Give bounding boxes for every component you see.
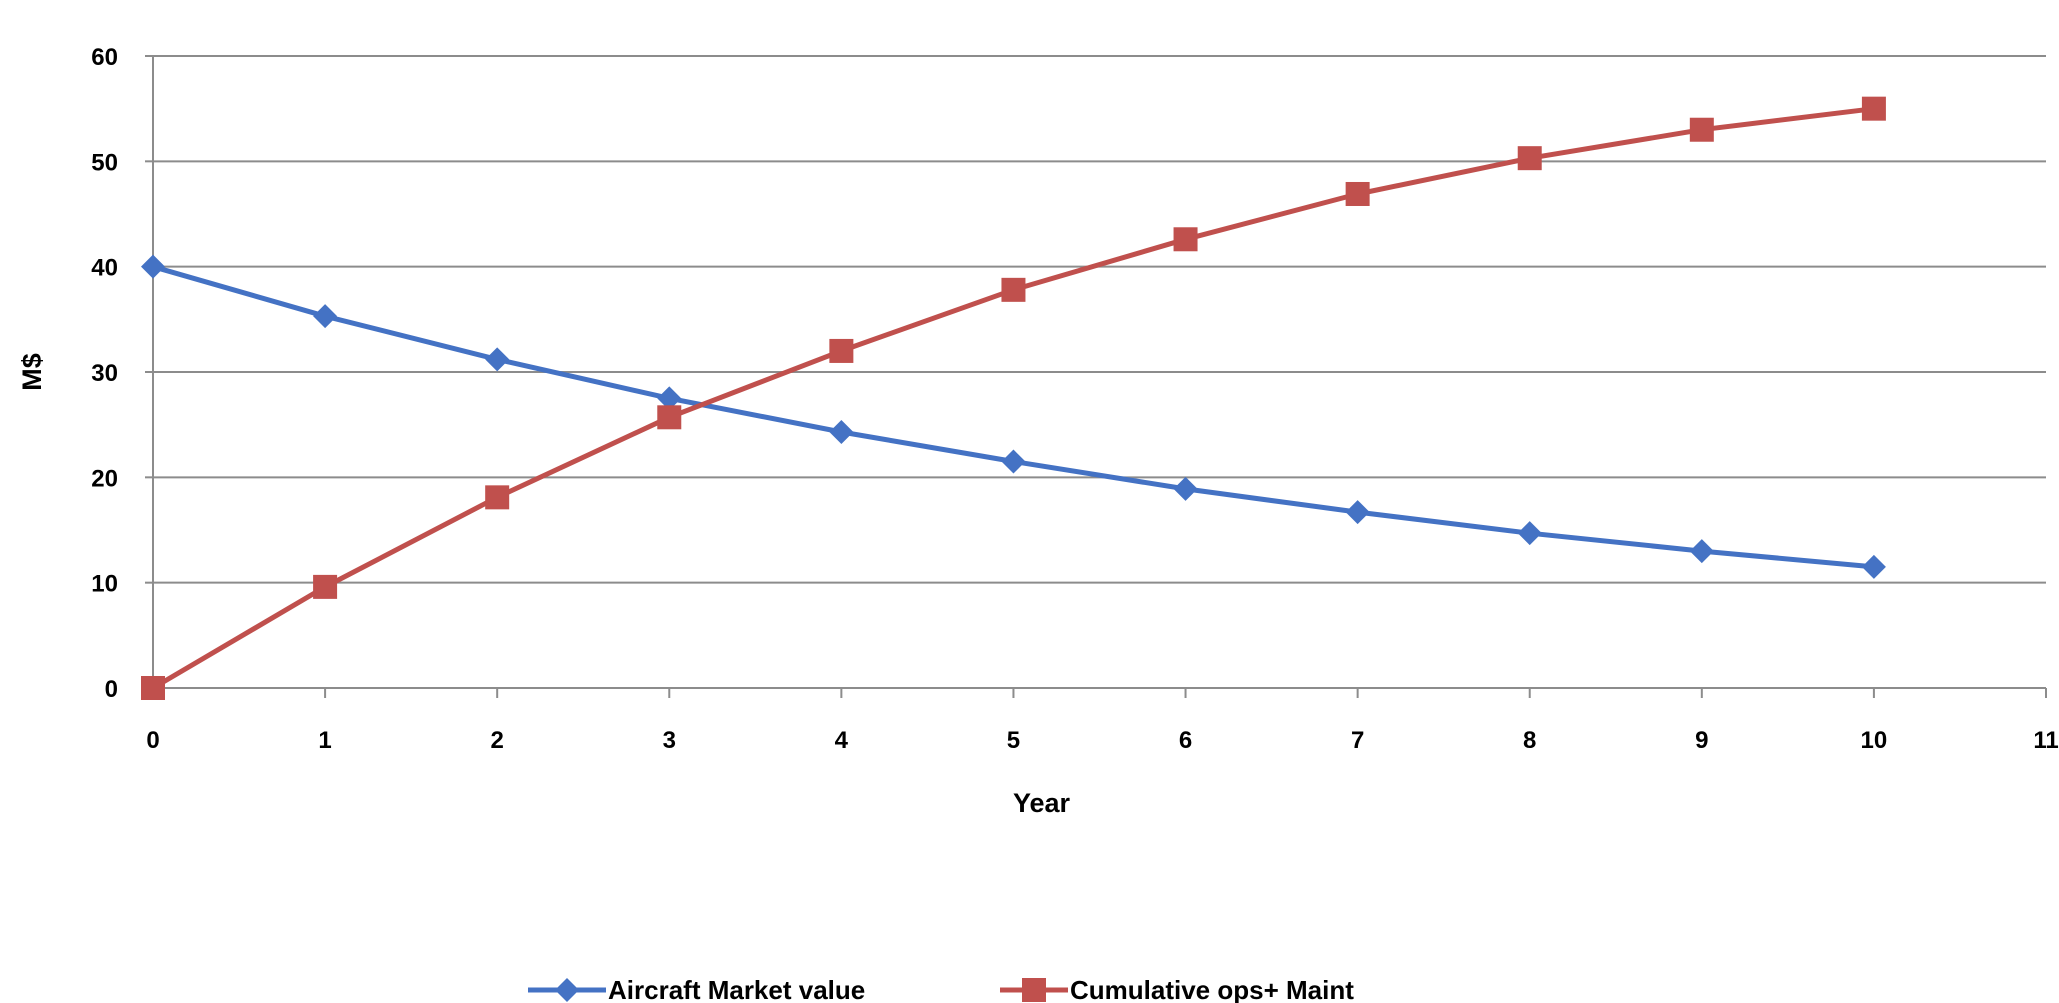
point-s1-x4	[829, 338, 854, 363]
x-tick-label-5: 5	[1007, 727, 1020, 754]
point-s1-x6	[1173, 227, 1198, 252]
x-tick-labels: 0 1 2 3 4 5 6 7 8 9 10 11	[146, 727, 2058, 754]
axes	[145, 55, 2047, 698]
legend-item-aircraft-market-value: Aircraft Market value	[528, 975, 865, 1003]
y-tick-labels: 0 10 20 30 40 50 60	[91, 44, 118, 703]
point-s1-x8	[1517, 146, 1542, 171]
point-s0-x9	[1689, 539, 1714, 564]
series-lines	[150, 106, 1877, 691]
legend-label-cumulative-ops-maint: Cumulative ops+ Maint	[1070, 975, 1354, 1003]
y-tick-label-30: 30	[91, 360, 118, 387]
point-s1-x7	[1345, 181, 1370, 206]
point-s0-x7	[1345, 500, 1370, 525]
point-s0-x2	[485, 347, 510, 372]
y-axis-title: M$	[17, 353, 47, 391]
x-tick-label-8: 8	[1523, 727, 1536, 754]
point-s1-x10	[1861, 96, 1886, 121]
legend-label-aircraft-market-value: Aircraft Market value	[608, 975, 865, 1003]
series-line-0	[150, 264, 1877, 570]
point-s0-x10	[1861, 554, 1886, 579]
x-tick-label-2: 2	[491, 727, 504, 754]
legend-item-cumulative-ops-maint: Cumulative ops+ Maint	[1000, 975, 1354, 1003]
x-tick-label-7: 7	[1351, 727, 1364, 754]
point-s1-x0	[141, 676, 165, 700]
y-tick-label-60: 60	[91, 44, 118, 71]
y-tick-label-20: 20	[91, 465, 118, 492]
point-s1-x3	[657, 405, 682, 430]
series-line-1	[150, 106, 1877, 691]
x-tick-label-11: 11	[2033, 727, 2058, 754]
series-markers	[141, 96, 1886, 700]
x-tick-label-9: 9	[1695, 727, 1708, 754]
y-tick-label-10: 10	[91, 571, 118, 598]
x-tick-label-4: 4	[835, 727, 849, 754]
point-s0-x0	[141, 254, 165, 279]
point-s1-x9	[1689, 117, 1714, 142]
point-s1-x1	[313, 574, 338, 599]
legend: Aircraft Market value Cumulative ops+ Ma…	[528, 975, 1354, 1003]
point-s0-x8	[1517, 521, 1542, 546]
point-s1-x2	[485, 485, 510, 510]
point-s1-x5	[1001, 277, 1026, 302]
point-s0-x5	[1001, 449, 1026, 474]
x-tick-label-3: 3	[663, 727, 676, 754]
y-tick-label-40: 40	[91, 255, 118, 282]
legend-square-marker-icon	[1022, 978, 1046, 1002]
y-tick-label-0: 0	[105, 676, 118, 703]
legend-diamond-marker-icon	[555, 978, 579, 1002]
point-s0-x3	[657, 386, 682, 411]
x-axis-title: Year	[1013, 788, 1071, 818]
x-tick-label-6: 6	[1179, 727, 1192, 754]
grid-lines	[153, 55, 2046, 584]
x-tick-label-1: 1	[318, 727, 331, 754]
point-s0-x6	[1173, 476, 1198, 501]
point-s0-x4	[829, 420, 854, 445]
x-tick-label-10: 10	[1861, 727, 1888, 754]
x-tick-label-0: 0	[146, 727, 159, 754]
y-tick-label-50: 50	[91, 149, 118, 176]
point-s0-x1	[313, 304, 338, 329]
